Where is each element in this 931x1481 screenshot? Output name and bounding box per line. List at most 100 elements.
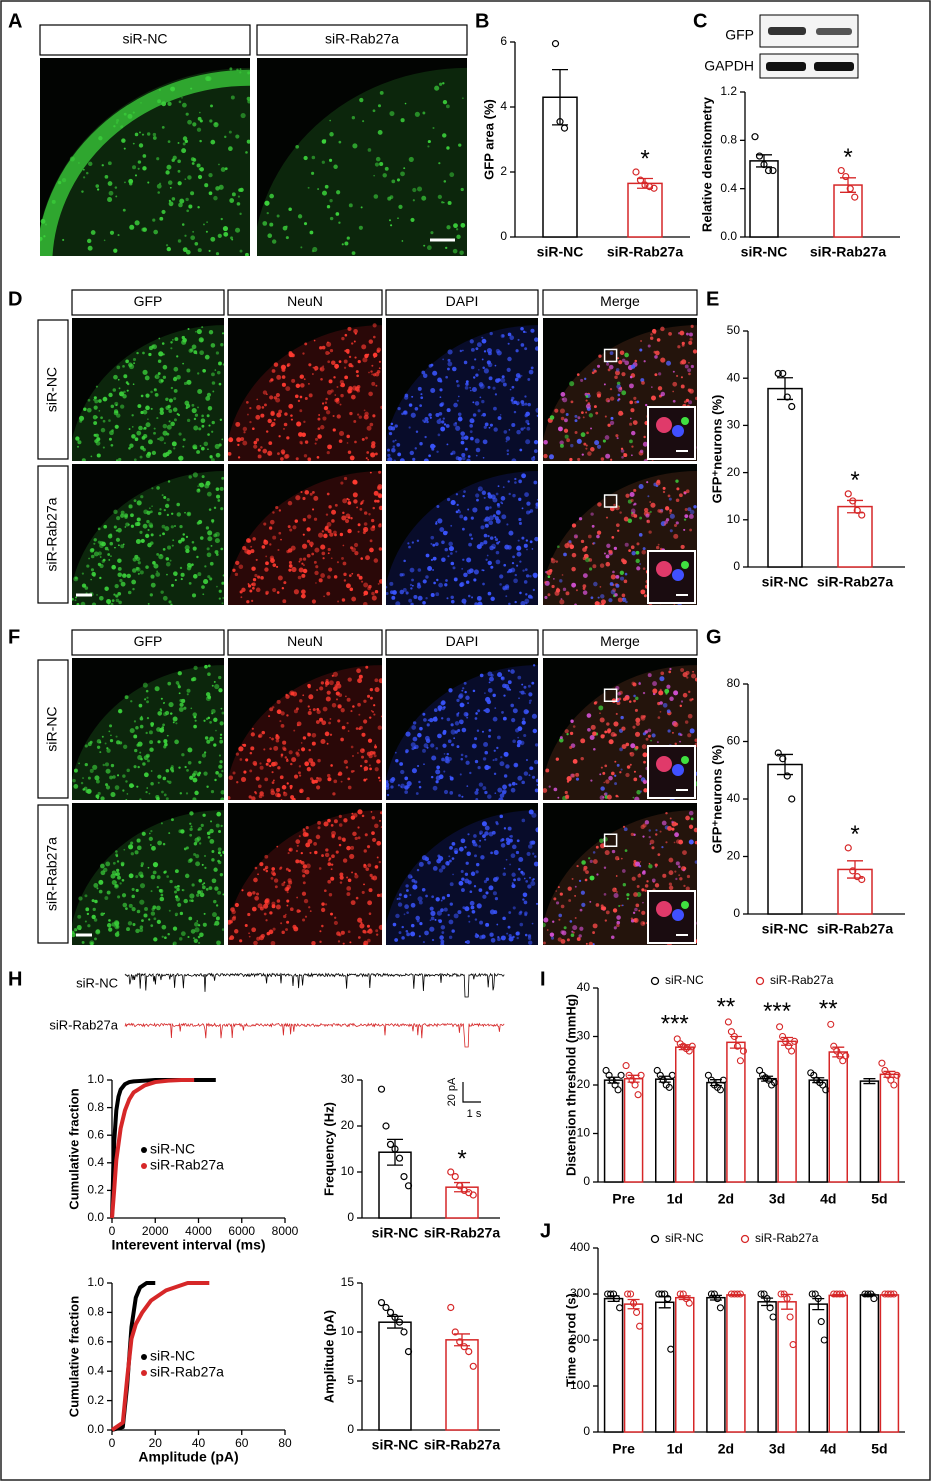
y-axis-label: Cumulative fraction (66, 1088, 81, 1209)
cell (365, 665, 369, 669)
cell (621, 455, 624, 459)
cell (337, 704, 342, 709)
cell (207, 836, 211, 839)
cell (457, 712, 460, 714)
cell (330, 863, 334, 866)
label-box (39, 24, 251, 56)
cell (684, 514, 689, 519)
cell (495, 550, 500, 555)
cell (448, 545, 455, 552)
cell (206, 785, 209, 788)
cell (186, 418, 191, 423)
cell (294, 519, 298, 523)
cell (506, 523, 509, 526)
cell (432, 543, 436, 547)
cell (548, 785, 551, 788)
cell (311, 249, 315, 253)
cell (284, 453, 290, 459)
cell (300, 747, 306, 752)
cell (142, 154, 147, 158)
cell (527, 378, 531, 381)
cell (458, 694, 463, 699)
cell (430, 592, 435, 597)
cell (142, 523, 148, 529)
cell (633, 917, 639, 923)
cell (244, 923, 248, 927)
cell (392, 440, 395, 443)
cell (190, 191, 195, 196)
cell (315, 565, 319, 569)
cell (179, 566, 183, 570)
cell (476, 342, 482, 348)
cell (582, 584, 587, 589)
cell (128, 844, 134, 850)
cell (279, 720, 282, 723)
cell (73, 768, 78, 773)
cell (178, 432, 182, 436)
cell (89, 548, 95, 553)
cell (518, 517, 522, 522)
cell (615, 712, 618, 715)
cell (351, 596, 357, 602)
cell (500, 501, 503, 504)
cell (77, 440, 82, 445)
cell (275, 739, 280, 743)
cell (167, 545, 172, 550)
cell (531, 681, 535, 685)
cell (669, 511, 672, 515)
cell (499, 793, 505, 798)
cell (488, 426, 491, 429)
cell (332, 792, 336, 796)
cell (92, 907, 96, 912)
cell (311, 508, 315, 511)
roi-box (603, 688, 618, 702)
cell (174, 739, 179, 745)
cell (619, 570, 625, 575)
cell (170, 347, 173, 350)
cell (389, 111, 395, 117)
cell (566, 938, 570, 942)
cell (192, 122, 197, 127)
cell (126, 793, 129, 795)
cell (152, 561, 156, 565)
cell (605, 516, 609, 519)
cell (500, 676, 505, 681)
cell (143, 509, 149, 515)
cell (302, 828, 306, 831)
cell (322, 557, 325, 560)
cell (340, 737, 344, 742)
cell (357, 413, 360, 416)
cell (259, 906, 264, 911)
cell (206, 221, 208, 223)
cell (390, 224, 393, 227)
cell (634, 400, 638, 404)
cell (427, 860, 431, 865)
cell (237, 456, 241, 459)
cell (115, 871, 121, 877)
cell (254, 573, 258, 578)
cell (116, 365, 121, 370)
cell (325, 513, 329, 516)
cell (487, 734, 491, 738)
cell (534, 788, 538, 793)
cell (40, 236, 43, 241)
error-bar (709, 1079, 722, 1087)
bar (828, 1051, 848, 1183)
cell (265, 592, 269, 595)
cell (124, 526, 127, 528)
cell (623, 516, 629, 522)
cell (522, 892, 528, 898)
cell (327, 773, 331, 778)
bar (627, 182, 663, 238)
cell (275, 904, 281, 910)
cell (87, 398, 91, 402)
cell (113, 509, 118, 515)
label-box (227, 289, 383, 316)
cell (680, 376, 683, 379)
cell (276, 787, 281, 792)
cell (569, 544, 575, 550)
cell (564, 418, 568, 423)
cell (553, 787, 558, 792)
cell (146, 787, 149, 789)
cell (219, 736, 223, 740)
